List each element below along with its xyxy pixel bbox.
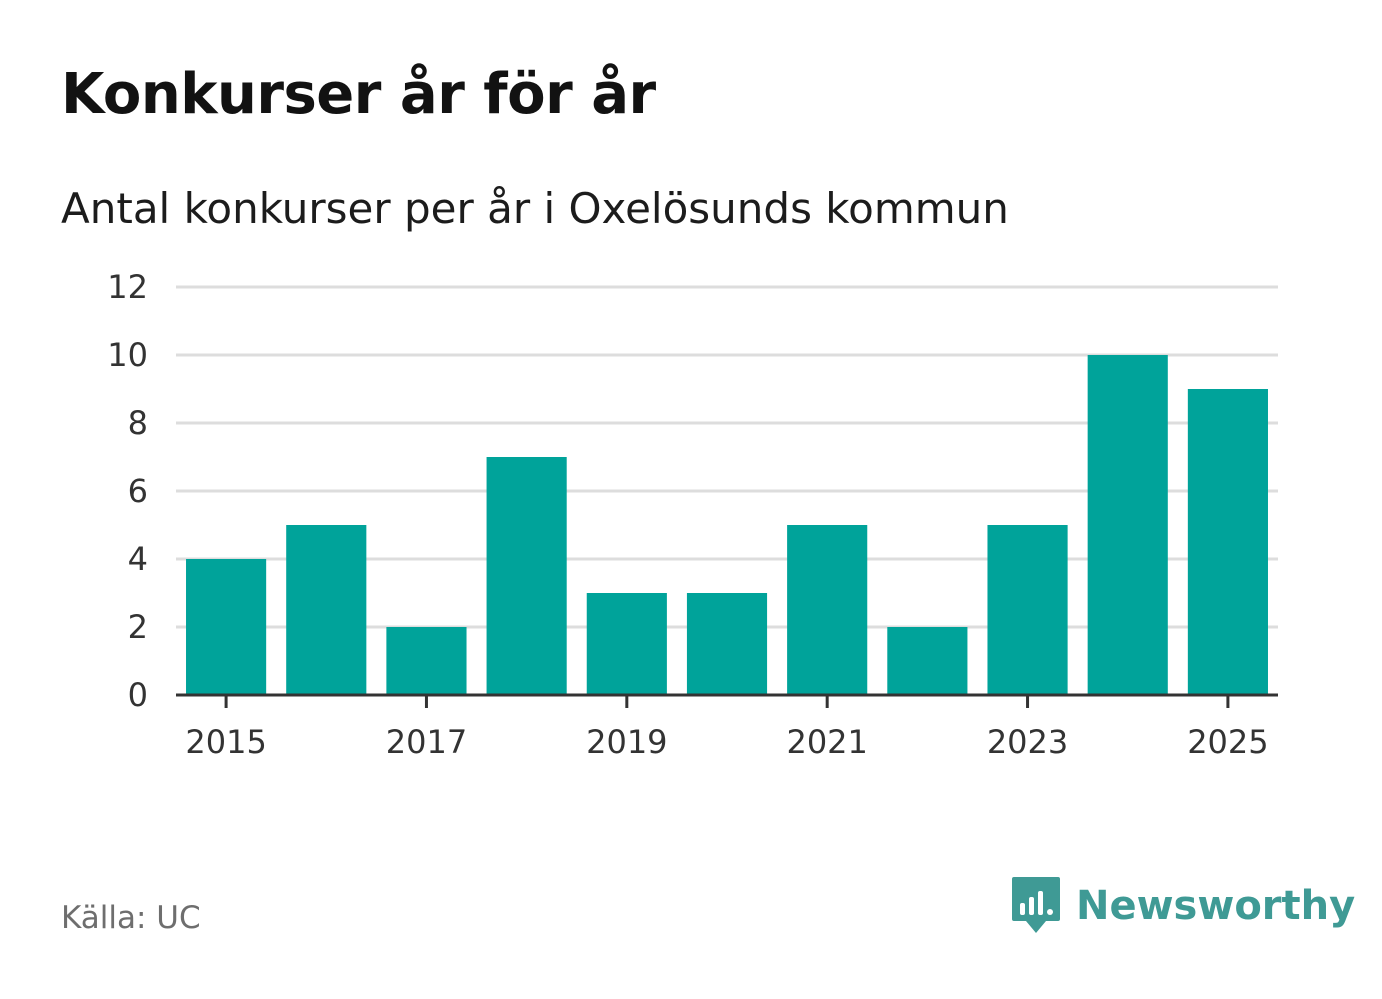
bar-2024 <box>1087 355 1168 695</box>
y-tick-label: 0 <box>128 676 148 714</box>
y-tick-label: 2 <box>128 608 148 646</box>
x-tick-label: 2025 <box>1187 723 1268 761</box>
bar-2023 <box>987 525 1068 695</box>
x-tick-label: 2021 <box>786 723 867 761</box>
bar-2021 <box>787 525 868 695</box>
brand-name: Newsworthy <box>1076 883 1356 929</box>
y-tick-label: 6 <box>128 472 148 510</box>
x-tick-label: 2017 <box>386 723 467 761</box>
x-tick-label: 2023 <box>987 723 1068 761</box>
bar-2016 <box>286 525 367 695</box>
y-tick-label: 8 <box>128 404 148 442</box>
bar-2015 <box>186 559 267 695</box>
tick-labels: 0 2 4 6 8 10 12 2015 2017 2019 2021 2023 2025 <box>107 268 1268 761</box>
y-tick-label: 4 <box>128 540 148 578</box>
brand[interactable]: Newsworthy <box>1010 875 1355 937</box>
bar-2022 <box>887 627 968 695</box>
bar-2018 <box>486 457 567 695</box>
y-tick-label: 10 <box>107 336 148 374</box>
bar-2019 <box>586 593 667 695</box>
bars <box>186 355 1268 695</box>
source-note: Källa: UC <box>61 900 201 936</box>
y-tick-label: 12 <box>107 268 148 306</box>
x-tick-label: 2019 <box>586 723 667 761</box>
bar-2020 <box>686 593 768 695</box>
bar-2017 <box>386 627 467 695</box>
bar-2025 <box>1187 389 1268 695</box>
x-tick-label: 2015 <box>185 723 266 761</box>
axes <box>176 693 1278 708</box>
chart-title: Konkurser år för år <box>61 62 656 127</box>
chart-subtitle: Antal konkurser per år i Oxelösunds komm… <box>61 184 1009 233</box>
newsworthy-logo-icon <box>1012 877 1060 933</box>
